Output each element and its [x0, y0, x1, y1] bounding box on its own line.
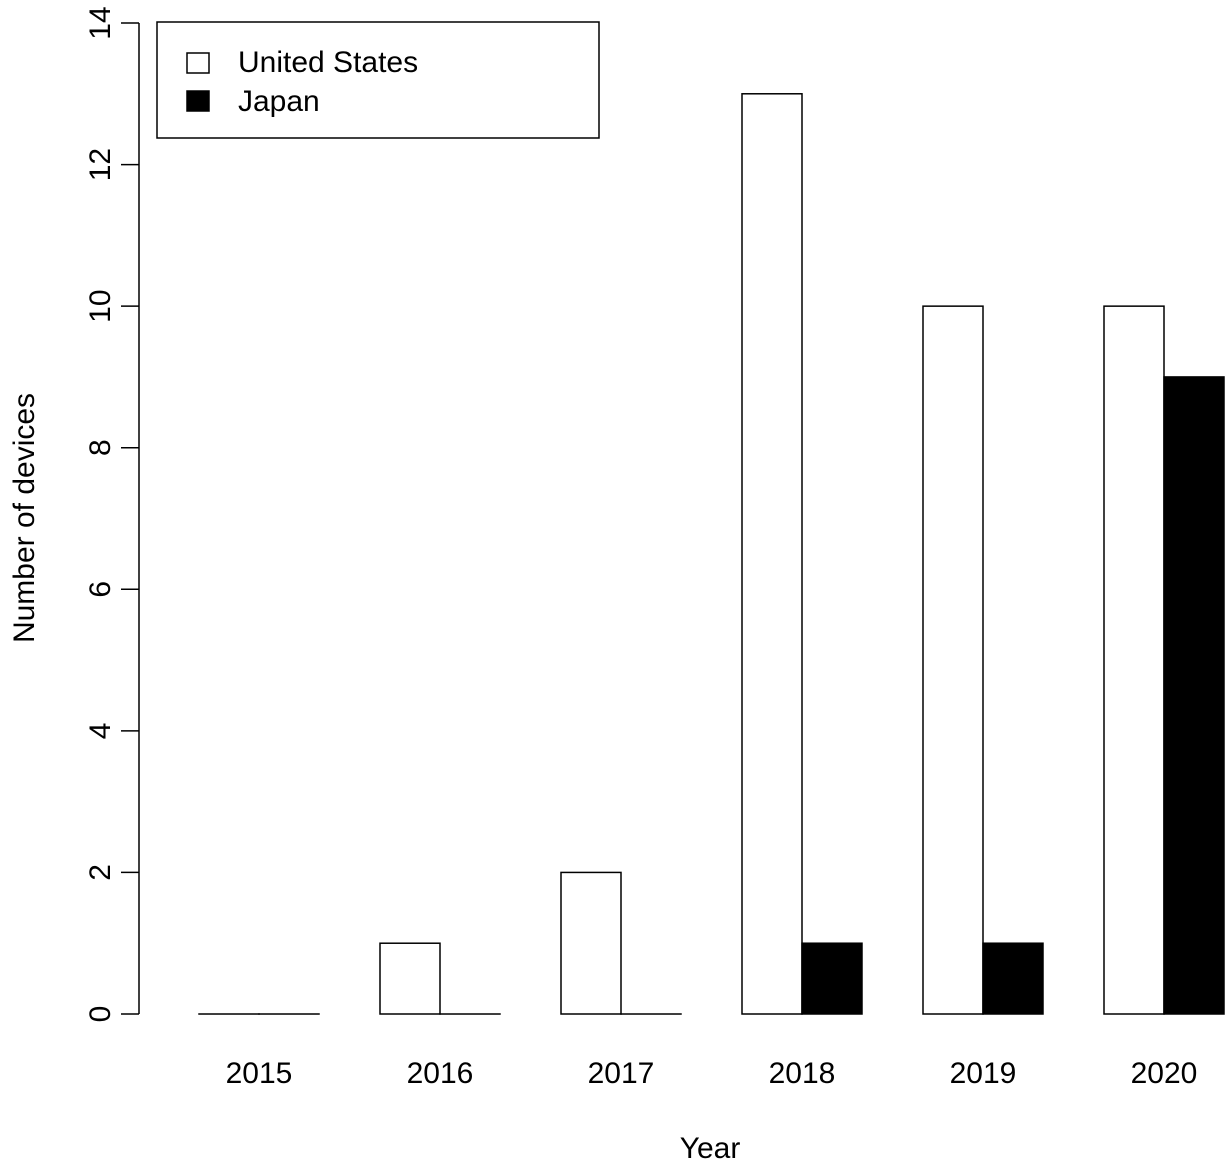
x-tick-label: 2016	[407, 1057, 474, 1090]
bar-united-states-2019	[923, 306, 983, 1014]
bar-japan-2019	[983, 943, 1043, 1014]
legend-label-japan: Japan	[238, 85, 320, 118]
bar-united-states-2017	[561, 872, 621, 1014]
bar-japan-2020	[1164, 377, 1224, 1014]
y-tick-label: 8	[84, 439, 117, 456]
y-tick-label: 14	[84, 6, 117, 39]
legend-swatch-united-states	[187, 53, 209, 73]
y-tick-label: 12	[84, 148, 117, 181]
legend-swatch-japan	[187, 91, 209, 111]
x-axis: 2015 2016 2017 2018 2019 2020	[226, 1057, 1198, 1090]
legend-label-united-states: United States	[238, 46, 418, 79]
bar-united-states-2018	[742, 94, 802, 1014]
y-tick-label: 0	[84, 1006, 117, 1023]
legend: United States Japan	[157, 22, 599, 138]
bar-japan-2018	[802, 943, 862, 1014]
y-tick-label: 6	[84, 581, 117, 598]
y-axis-title: Number of devices	[8, 393, 41, 643]
y-tick-label: 2	[84, 864, 117, 881]
legend-box	[157, 22, 599, 138]
y-tick-label: 4	[84, 723, 117, 740]
bars-group	[199, 94, 1224, 1014]
x-tick-label: 2015	[226, 1057, 293, 1090]
bar-united-states-2016	[380, 943, 440, 1014]
x-axis-title: Year	[680, 1132, 741, 1165]
x-tick-label: 2017	[588, 1057, 655, 1090]
y-tick-label: 10	[84, 289, 117, 322]
x-tick-label: 2018	[769, 1057, 836, 1090]
x-tick-label: 2020	[1131, 1057, 1198, 1090]
y-axis: 0 2 4 6 8 10 12 14	[84, 6, 139, 1022]
x-tick-label: 2019	[950, 1057, 1017, 1090]
bar-united-states-2020	[1104, 306, 1164, 1014]
